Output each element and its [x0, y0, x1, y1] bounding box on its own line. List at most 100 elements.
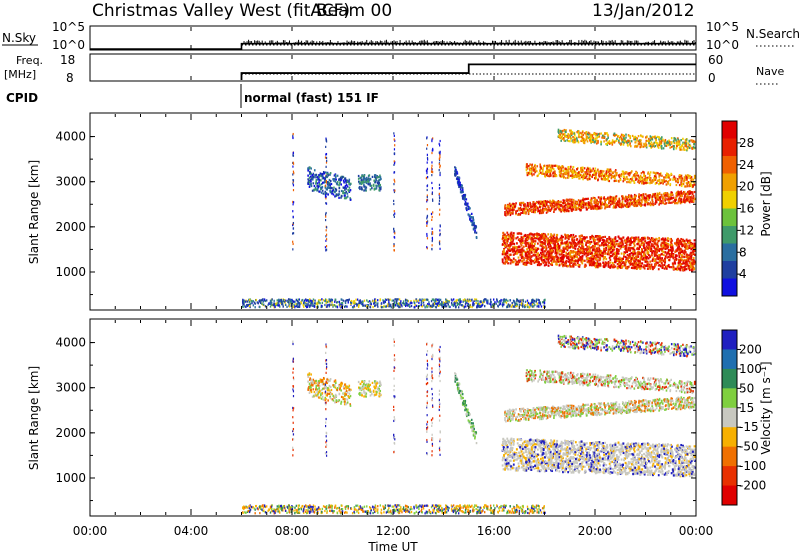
data-cell [315, 180, 317, 183]
data-cell [305, 304, 307, 308]
data-cell [599, 256, 602, 259]
data-cell [507, 262, 509, 265]
data-cell [355, 298, 357, 301]
data-cell [434, 299, 437, 302]
data-cell [506, 206, 508, 209]
data-cell [690, 254, 693, 258]
data-cell [375, 184, 377, 187]
data-cell [344, 184, 347, 188]
data-cell [538, 212, 541, 215]
data-cell [467, 207, 470, 211]
data-cell [393, 303, 396, 306]
data-cell [564, 201, 567, 205]
data-cell [678, 255, 681, 258]
data-cell [507, 237, 510, 241]
data-cell [626, 258, 629, 261]
data-cell [680, 265, 683, 268]
data-cell [528, 306, 531, 309]
data-cell [621, 200, 624, 203]
data-cell [554, 202, 556, 205]
data-cell [360, 180, 363, 184]
data-cell [422, 299, 424, 302]
data-cell [650, 247, 653, 251]
data-cell [662, 250, 665, 253]
data-cell [655, 261, 658, 264]
data-cell [425, 304, 428, 307]
data-cell [287, 300, 289, 303]
data-cell [406, 299, 409, 302]
data-cell [455, 172, 458, 175]
data-cell [665, 242, 668, 245]
data-cell [458, 183, 461, 187]
data-cell [361, 174, 363, 178]
data-cell [362, 181, 364, 184]
data-cell [544, 246, 547, 249]
data-cell [578, 250, 581, 253]
data-cell [568, 199, 571, 202]
data-cell [370, 184, 373, 187]
data-cell [615, 204, 617, 207]
data-cell [379, 183, 382, 187]
data-cell [435, 298, 437, 301]
beam-label: Beam 00 [316, 1, 392, 21]
data-cell [580, 205, 583, 209]
data-cell [309, 171, 312, 174]
data-cell [339, 303, 341, 306]
data-cell [577, 250, 580, 253]
data-cell [370, 301, 372, 304]
data-cell [423, 304, 425, 307]
data-cell [650, 254, 653, 257]
data-cell [369, 183, 371, 186]
data-cell [432, 302, 434, 305]
data-cell [510, 243, 513, 246]
data-cell [511, 261, 514, 264]
data-cell [567, 260, 570, 263]
data-cell [414, 304, 416, 307]
data-cell [411, 301, 413, 305]
data-cell [594, 257, 596, 260]
data-cell [581, 238, 584, 241]
data-cell [338, 193, 341, 196]
data-cell [612, 266, 614, 269]
data-cell [689, 252, 692, 255]
data-cell [472, 216, 474, 219]
data-cell [604, 241, 606, 244]
data-cell [670, 249, 673, 252]
data-cell [644, 254, 647, 257]
data-cell [657, 254, 660, 257]
data-cell [628, 246, 630, 249]
data-cell [678, 251, 680, 255]
data-cell [533, 305, 535, 308]
data-cell [535, 237, 538, 240]
data-cell [504, 210, 506, 214]
data-cell [295, 298, 298, 301]
data-cell [362, 180, 365, 183]
data-cell [608, 253, 611, 256]
data-cell [279, 305, 281, 308]
data-cell [519, 259, 522, 262]
data-cell [693, 190, 696, 194]
data-cell [346, 185, 349, 188]
data-cell [614, 197, 617, 200]
data-cell [338, 300, 341, 303]
data-cell [458, 179, 460, 182]
data-cell [349, 198, 352, 201]
data-cell [651, 259, 654, 262]
data-cell [583, 237, 586, 240]
data-cell [591, 259, 594, 262]
data-cell [311, 174, 314, 177]
data-cell [523, 250, 526, 253]
data-cell [598, 263, 601, 267]
data-cell [687, 259, 689, 262]
nsky-tick-low: 10^0 [52, 38, 85, 52]
data-cell [472, 304, 474, 307]
data-cell [323, 177, 325, 180]
data-cell [461, 194, 464, 198]
data-cell [425, 298, 427, 301]
data-cell [458, 185, 460, 189]
data-cell [610, 245, 613, 248]
data-cell [651, 237, 654, 240]
data-cell [617, 200, 619, 203]
data-cell [510, 259, 512, 262]
data-cell [542, 261, 545, 264]
